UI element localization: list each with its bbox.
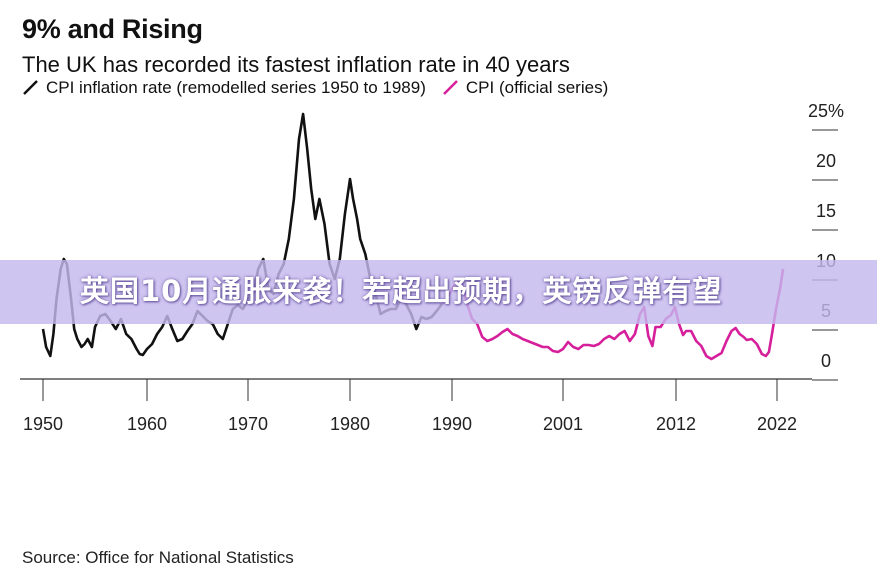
x-tick-label: 1970 (228, 414, 268, 434)
legend-label-official: CPI (official series) (465, 78, 609, 97)
x-tick-label: 1990 (432, 414, 472, 434)
y-tick-label: 25% (808, 101, 844, 121)
x-tick-label: 2022 (757, 414, 797, 434)
x-tick-label: 2012 (656, 414, 696, 434)
x-tick-label: 1950 (23, 414, 63, 434)
legend-label-remodelled: CPI inflation rate (remodelled series 19… (46, 78, 426, 97)
headline-banner-text: 英国10月通胀来袭！若超出预期，英镑反弹有望 (80, 274, 723, 308)
x-tick-label: 1980 (330, 414, 370, 434)
headline-banner (0, 260, 877, 324)
y-tick-label: 20 (816, 151, 836, 171)
x-tick-label: 1960 (127, 414, 167, 434)
legend-item-official: CPI (official series) (442, 78, 608, 98)
x-tick-label: 2001 (543, 414, 583, 434)
legend-item-remodelled: CPI inflation rate (remodelled series 19… (22, 78, 426, 98)
chart-title: 9% and Rising (22, 14, 203, 44)
y-tick-label: 0 (821, 351, 831, 371)
y-tick-label: 15 (816, 201, 836, 221)
series-line-official (440, 268, 785, 361)
chart-source: Source: Office for National Statistics (22, 548, 294, 567)
legend-swatch-black (23, 80, 38, 95)
chart-subtitle: The UK has recorded its fastest inflatio… (22, 52, 570, 77)
chart-legend: CPI inflation rate (remodelled series 19… (22, 78, 624, 98)
legend-swatch-magenta (443, 80, 458, 95)
